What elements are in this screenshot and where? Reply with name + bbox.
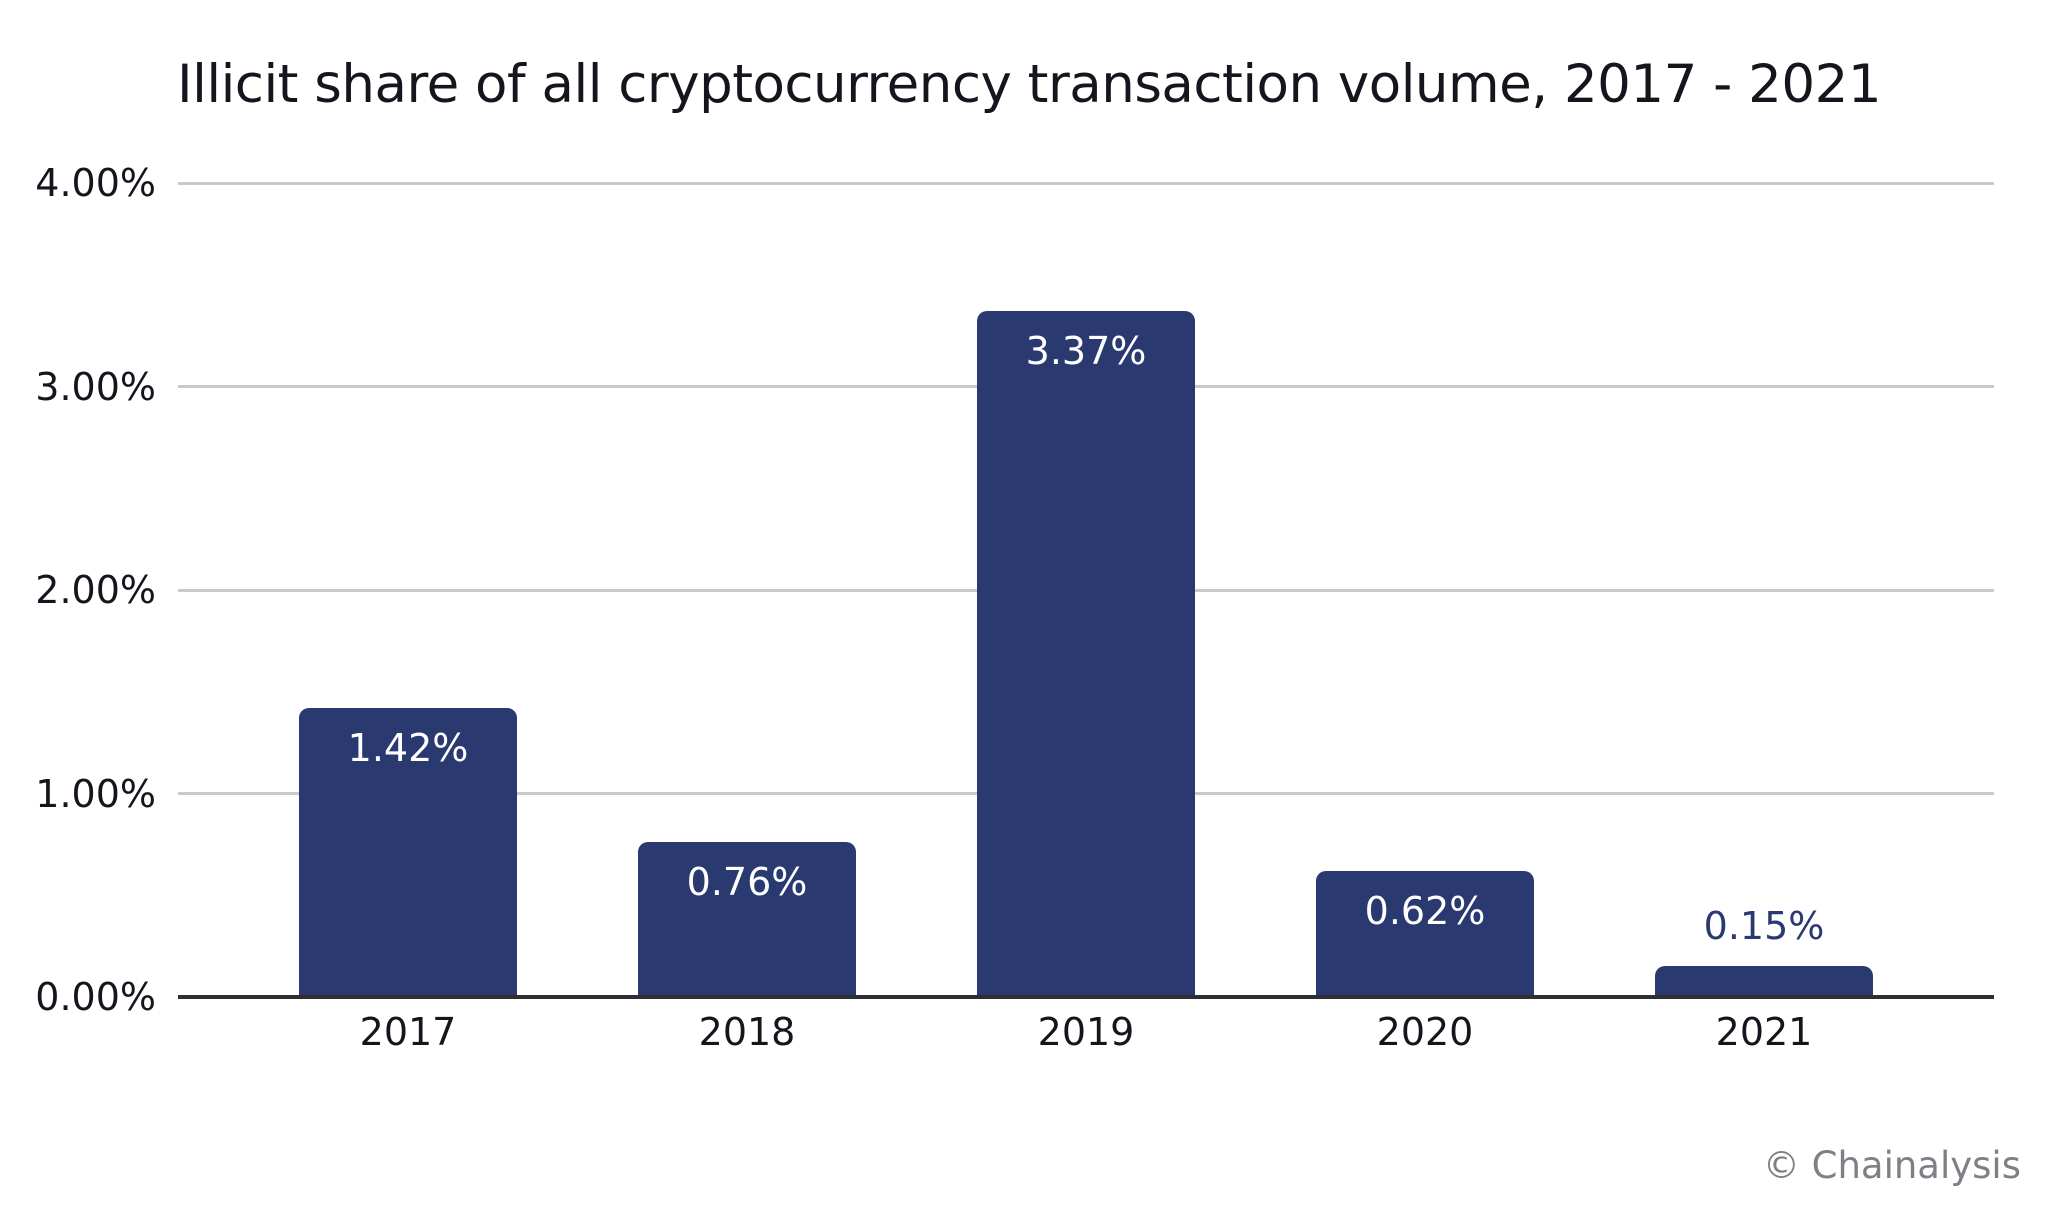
x-tick-label-2021: 2021 xyxy=(1715,1010,1813,1054)
bar-value-label-2019: 3.37% xyxy=(1025,329,1147,374)
bar-2019 xyxy=(977,311,1195,997)
bar-2021 xyxy=(1655,966,1873,997)
y-tick-label: 0.00% xyxy=(35,975,156,1019)
y-tick-label: 2.00% xyxy=(35,568,156,612)
x-axis-line xyxy=(178,995,1994,999)
bar-2017 xyxy=(299,708,517,997)
x-tick-label-2018: 2018 xyxy=(698,1010,796,1054)
bar-2018 xyxy=(638,842,856,997)
chart-title: Illicit share of all cryptocurrency tran… xyxy=(177,54,1882,115)
bar-value-label-2021: 0.15% xyxy=(1703,904,1825,949)
bar-value-label-2020: 0.62% xyxy=(1364,888,1486,933)
y-tick-label: 1.00% xyxy=(35,771,156,816)
bar-value-label-2018: 0.76% xyxy=(686,860,808,905)
bar-value-label-2017: 1.42% xyxy=(347,726,469,771)
gridline-4.00% xyxy=(178,181,1994,185)
plot-area: 4.00% 3.00% 2.00% 1.00% 0.00% 1.42% 2017 0.76% 2… xyxy=(35,161,1994,1054)
x-tick-label-2017: 2017 xyxy=(359,1010,457,1054)
bar-2020 xyxy=(1316,870,1534,997)
y-tick-label: 4.00% xyxy=(35,161,156,205)
x-tick-label-2020: 2020 xyxy=(1376,1010,1474,1054)
x-tick-label-2019: 2019 xyxy=(1037,1010,1135,1054)
attribution: © Chainalysis xyxy=(1762,1144,2021,1187)
y-tick-label: 3.00% xyxy=(35,364,156,409)
